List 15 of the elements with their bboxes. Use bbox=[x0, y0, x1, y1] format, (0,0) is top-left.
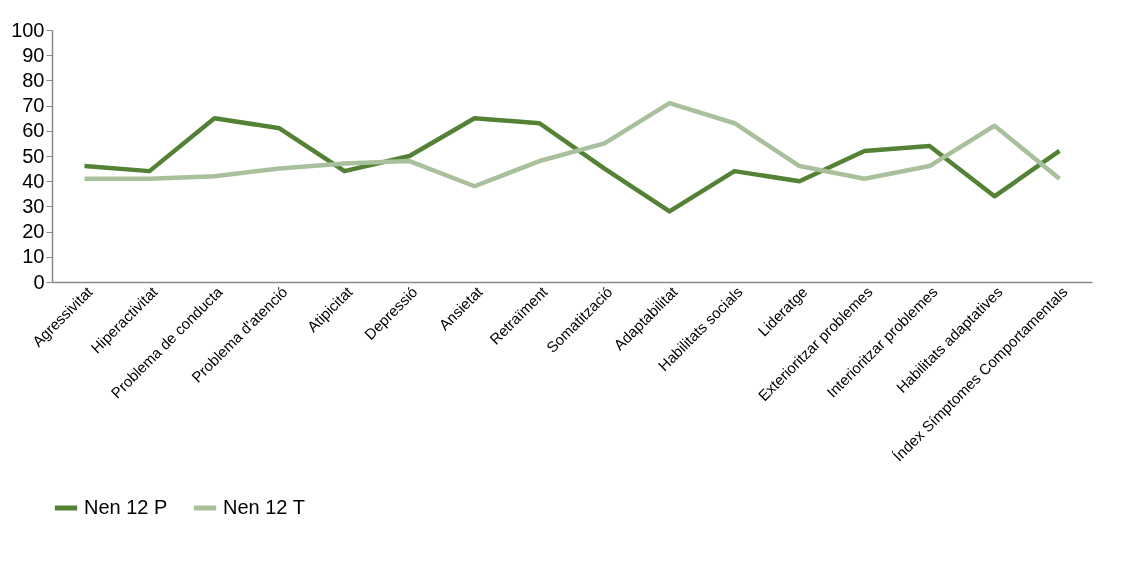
legend-label: Nen 12 T bbox=[223, 496, 305, 518]
y-tick-label: 100 bbox=[11, 18, 45, 41]
legend-label: Nen 12 P bbox=[84, 496, 168, 518]
y-tick-label: 60 bbox=[22, 119, 45, 142]
y-tick-label: 40 bbox=[22, 169, 45, 192]
y-tick-label: 30 bbox=[22, 194, 45, 217]
line-series bbox=[82, 115, 1062, 214]
y-tick-label: 20 bbox=[22, 220, 45, 243]
y-tick-label: 80 bbox=[22, 68, 45, 91]
y-tick-label: 70 bbox=[22, 94, 45, 117]
line-series bbox=[82, 100, 1062, 189]
y-tick-label: 50 bbox=[22, 144, 45, 167]
y-tick-label: 10 bbox=[22, 245, 45, 268]
y-tick-label: 90 bbox=[22, 43, 45, 66]
y-tick-label: 0 bbox=[33, 270, 45, 293]
